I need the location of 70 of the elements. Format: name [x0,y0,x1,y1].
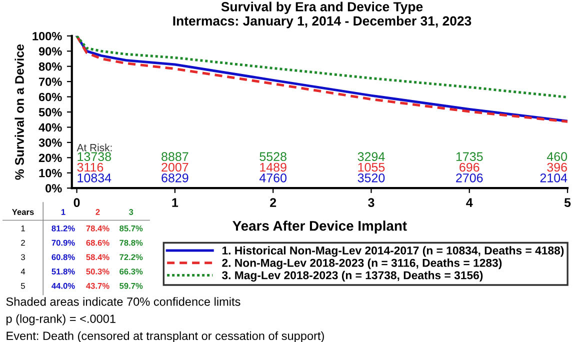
annotation: 3520 [358,173,385,182]
text: 2 [21,240,25,246]
annotation: 3116 [77,162,104,172]
x-tick-label: 5 [564,198,571,208]
y-tick-label: 90% [38,47,62,56]
x-tick-label: 4 [466,198,473,207]
y-tick-label: 80% [38,62,62,71]
annotation: 3294 [358,152,385,162]
y-tick-label: 100% [32,32,62,40]
annotation: 2706 [456,173,483,182]
y-axis-title: % Survival on a Device [14,44,24,180]
x-tick-label: 3 [368,198,374,208]
text: 70.9% [52,240,75,246]
line-series [76,36,568,98]
text: 51.8% [52,268,75,274]
annotation: 1735 [456,152,483,162]
text: 3 [21,254,25,260]
annotation: 1489 [260,162,286,172]
annotation: 10834 [78,173,112,182]
y-tick-label: 20% [38,154,62,162]
annotation: 396 [547,162,567,172]
text: 2 [96,209,100,215]
annotation: 696 [460,162,480,172]
y-tick-label: 30% [38,138,62,147]
annotation: 8887 [162,152,188,162]
text: 3 [128,209,134,215]
text: Years [12,209,34,215]
text: 81.2% [52,225,75,232]
legend-label: 2. Non-Mag-Lev 2018-2023 (n = 3116, Deaths = 1283) [222,258,502,270]
text: 1 [21,226,25,232]
annotation: 2104 [540,173,568,182]
y-tick-label: 10% [39,168,62,178]
y-tick-label: 40% [38,123,62,132]
x-tick-label: 0 [74,198,80,208]
text: Shaded areas indicate 70% confidence limits [6,297,240,306]
text: 58.4% [86,254,110,260]
y-tick-label: 50% [38,108,62,116]
x-axis-title: Years After Device Implant [232,220,407,234]
annotation: 2007 [162,162,188,172]
annotation: 13738 [78,152,111,162]
y-tick-label: 0% [46,184,62,192]
annotation: 1055 [358,162,385,172]
text: 78.8% [120,240,143,246]
text: 59.7% [120,282,143,289]
x-tick-label: 2 [270,198,276,207]
text: p (log-rank) = <.0001 [6,314,116,326]
annotation: 460 [546,152,568,162]
legend-label: 1. Historical Non-Mag-Lev 2014-2017 (n = 10834, Deaths = 4188) [222,246,564,257]
text: 78.4% [86,225,110,232]
text: 66.3% [120,268,143,274]
text: 44.0% [52,282,75,289]
y-tick-label: 60% [38,92,62,102]
x-tick-label: 1 [172,198,178,207]
chart-title: Survival by Era and Device Type Intermacs: January 1, 2014 - December 31, 2023 [173,2,472,28]
text: 85.7% [120,225,143,232]
text: 1 [61,209,66,215]
annotation: 5528 [260,152,286,162]
text: 50.3% [86,268,110,274]
annotation: 4760 [259,173,286,182]
text: 43.7% [86,282,110,289]
text: 4 [20,268,26,274]
text: 60.8% [52,254,75,260]
legend-label: 3. Mag-Lev 2018-2023 (n = 13738, Deaths = 3156) [222,270,483,282]
text: 5 [21,283,25,289]
annotation: 6829 [162,173,188,182]
annotation: At Risk: [76,144,112,152]
y-tick-label: 70% [39,78,62,86]
text: 68.6% [86,240,110,246]
text: Event: Death (censored at transplant or cessation of support) [6,331,324,342]
text: 72.2% [120,254,143,260]
